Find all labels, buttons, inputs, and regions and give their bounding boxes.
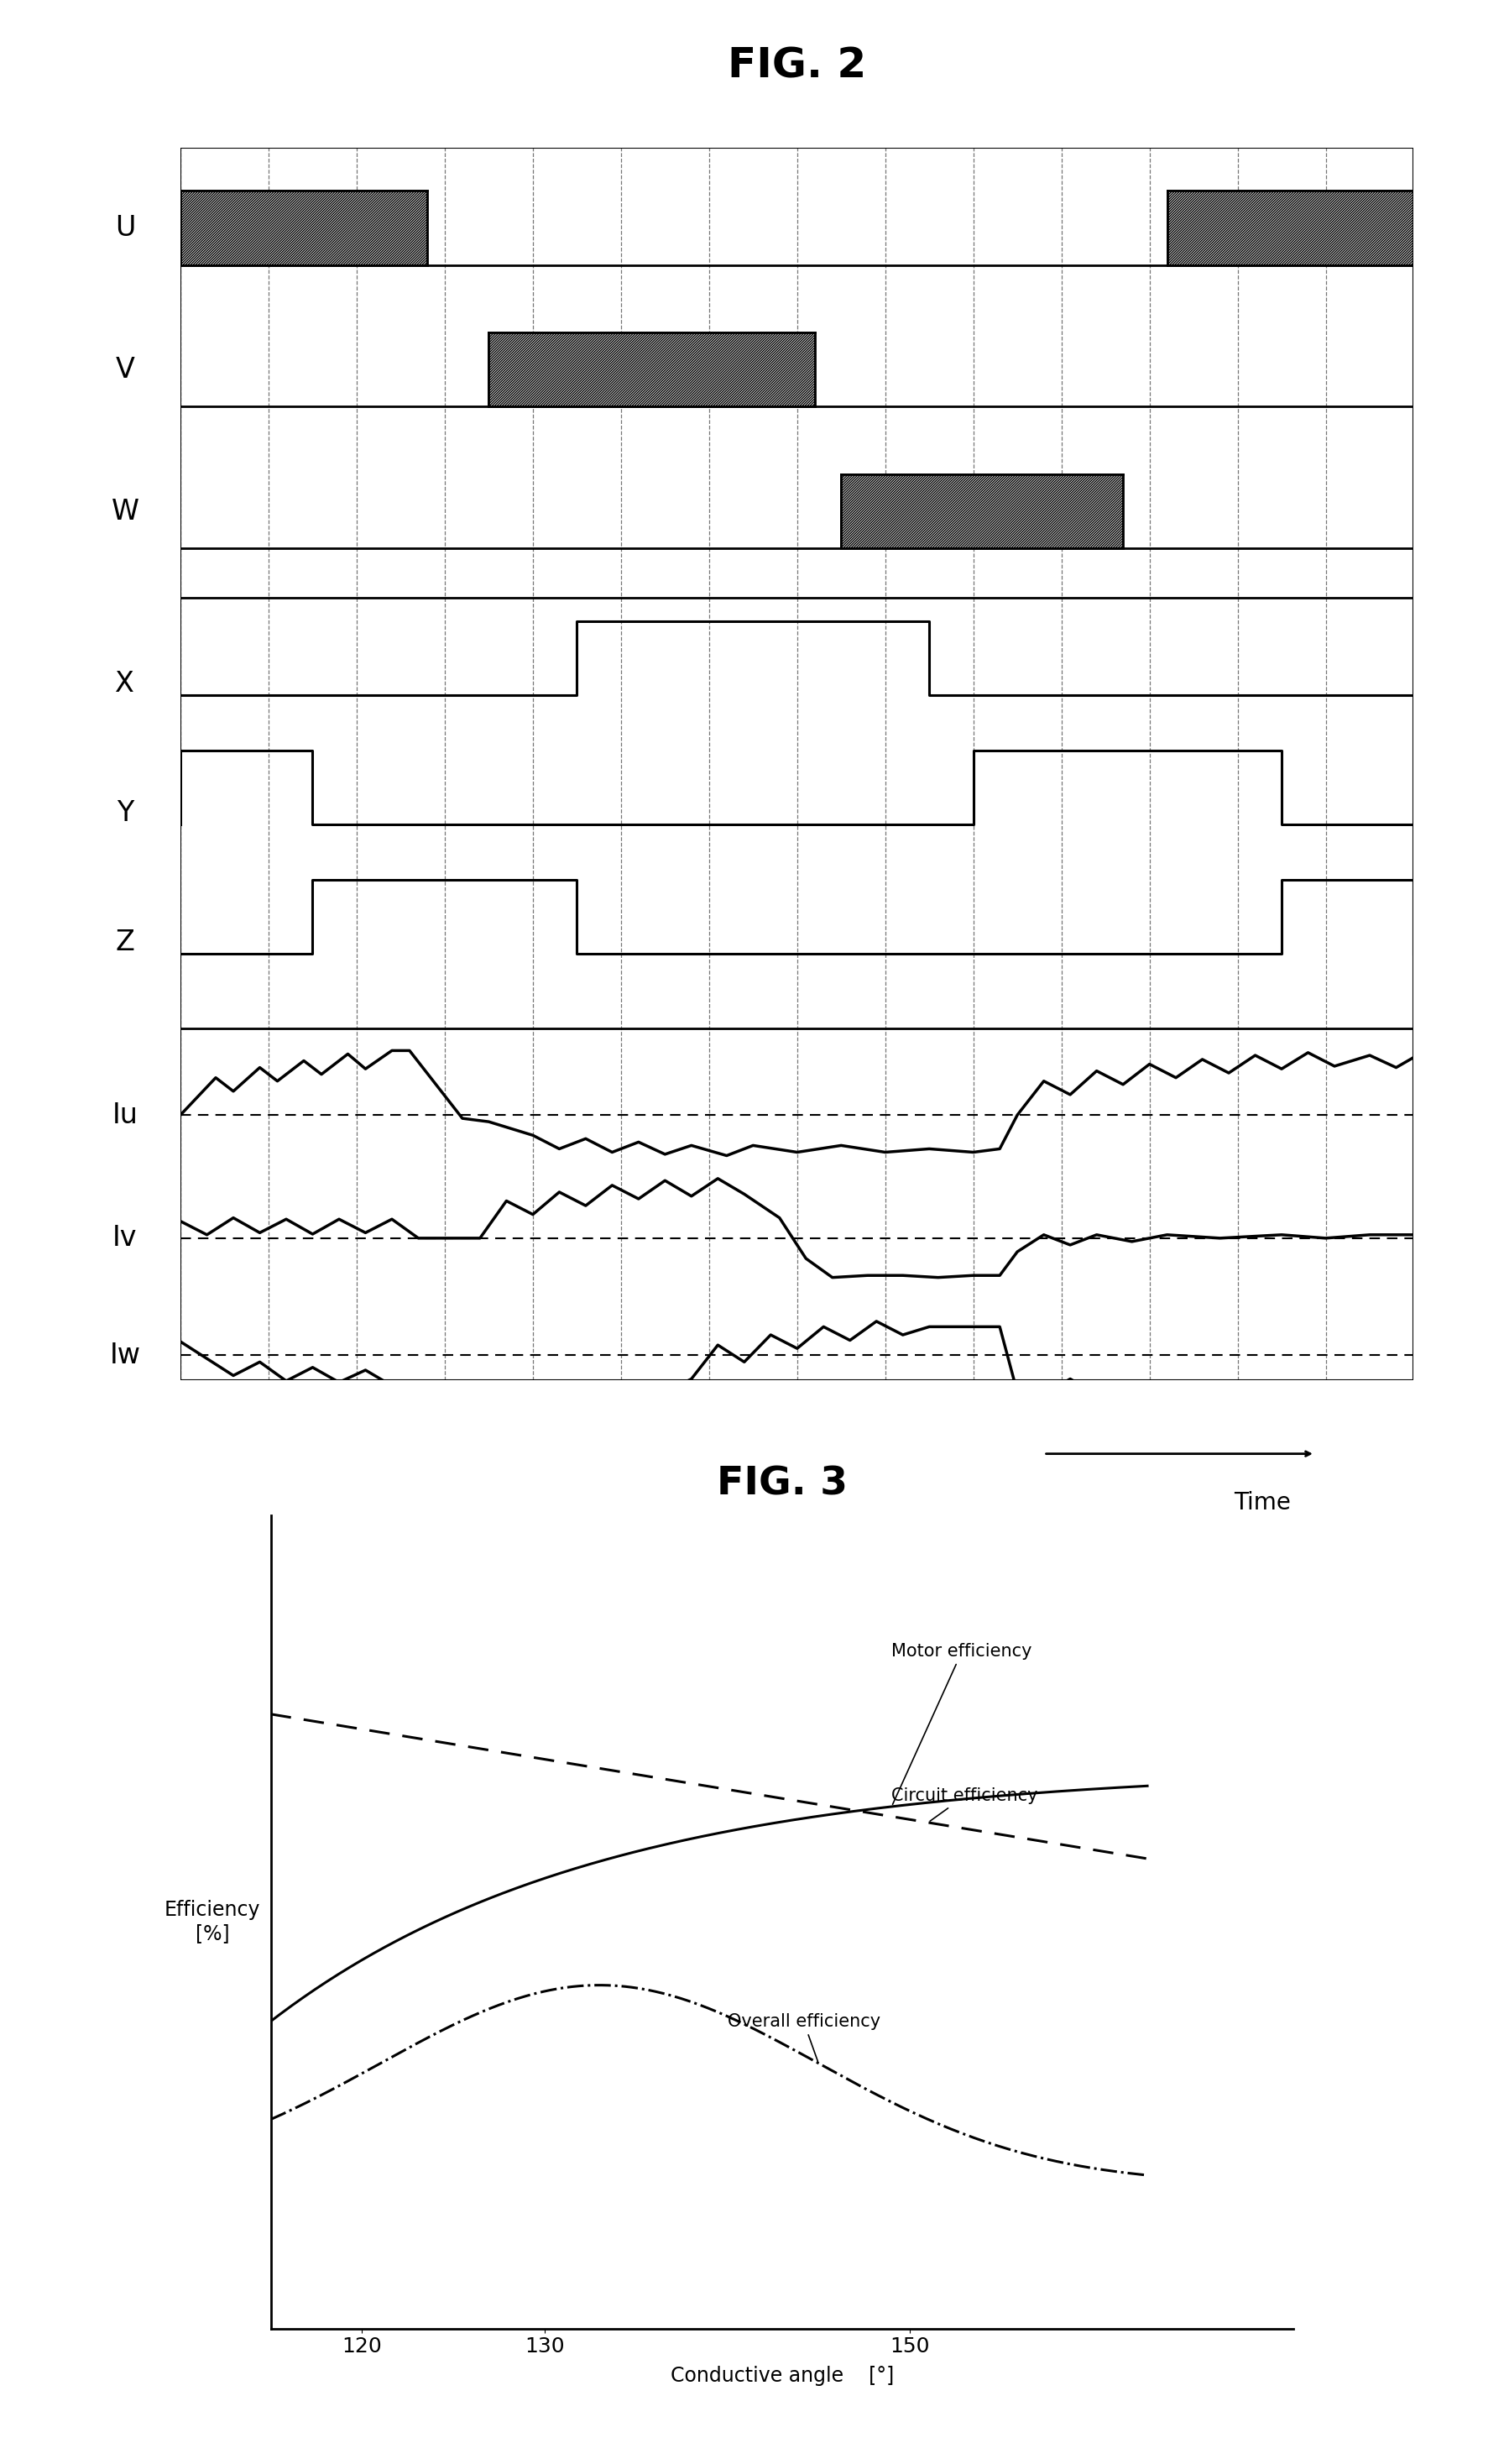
Bar bbox=[489, 333, 815, 407]
Text: W: W bbox=[111, 498, 138, 525]
Text: V: V bbox=[116, 355, 134, 384]
Text: Iv: Iv bbox=[113, 1225, 137, 1252]
Text: U: U bbox=[114, 214, 135, 241]
Bar bbox=[180, 192, 427, 266]
Text: Overall efficiency: Overall efficiency bbox=[728, 2013, 880, 2062]
X-axis label: Conductive angle    [°]: Conductive angle [°] bbox=[671, 2365, 893, 2385]
Text: Iw: Iw bbox=[110, 1340, 140, 1370]
Text: Circuit efficiency: Circuit efficiency bbox=[892, 1789, 1038, 1821]
Text: FIG. 2: FIG. 2 bbox=[728, 47, 866, 86]
Text: Motor efficiency: Motor efficiency bbox=[892, 1643, 1032, 1804]
Text: Time: Time bbox=[1233, 1491, 1290, 1515]
Text: Z: Z bbox=[116, 929, 134, 956]
Title: FIG. 3: FIG. 3 bbox=[716, 1466, 848, 1503]
Bar bbox=[841, 476, 1123, 549]
Text: Iu: Iu bbox=[111, 1101, 138, 1129]
Y-axis label: Efficiency
[%]: Efficiency [%] bbox=[164, 1900, 260, 1944]
Text: X: X bbox=[116, 670, 134, 697]
Bar bbox=[1167, 192, 1414, 266]
Text: Y: Y bbox=[116, 798, 134, 828]
